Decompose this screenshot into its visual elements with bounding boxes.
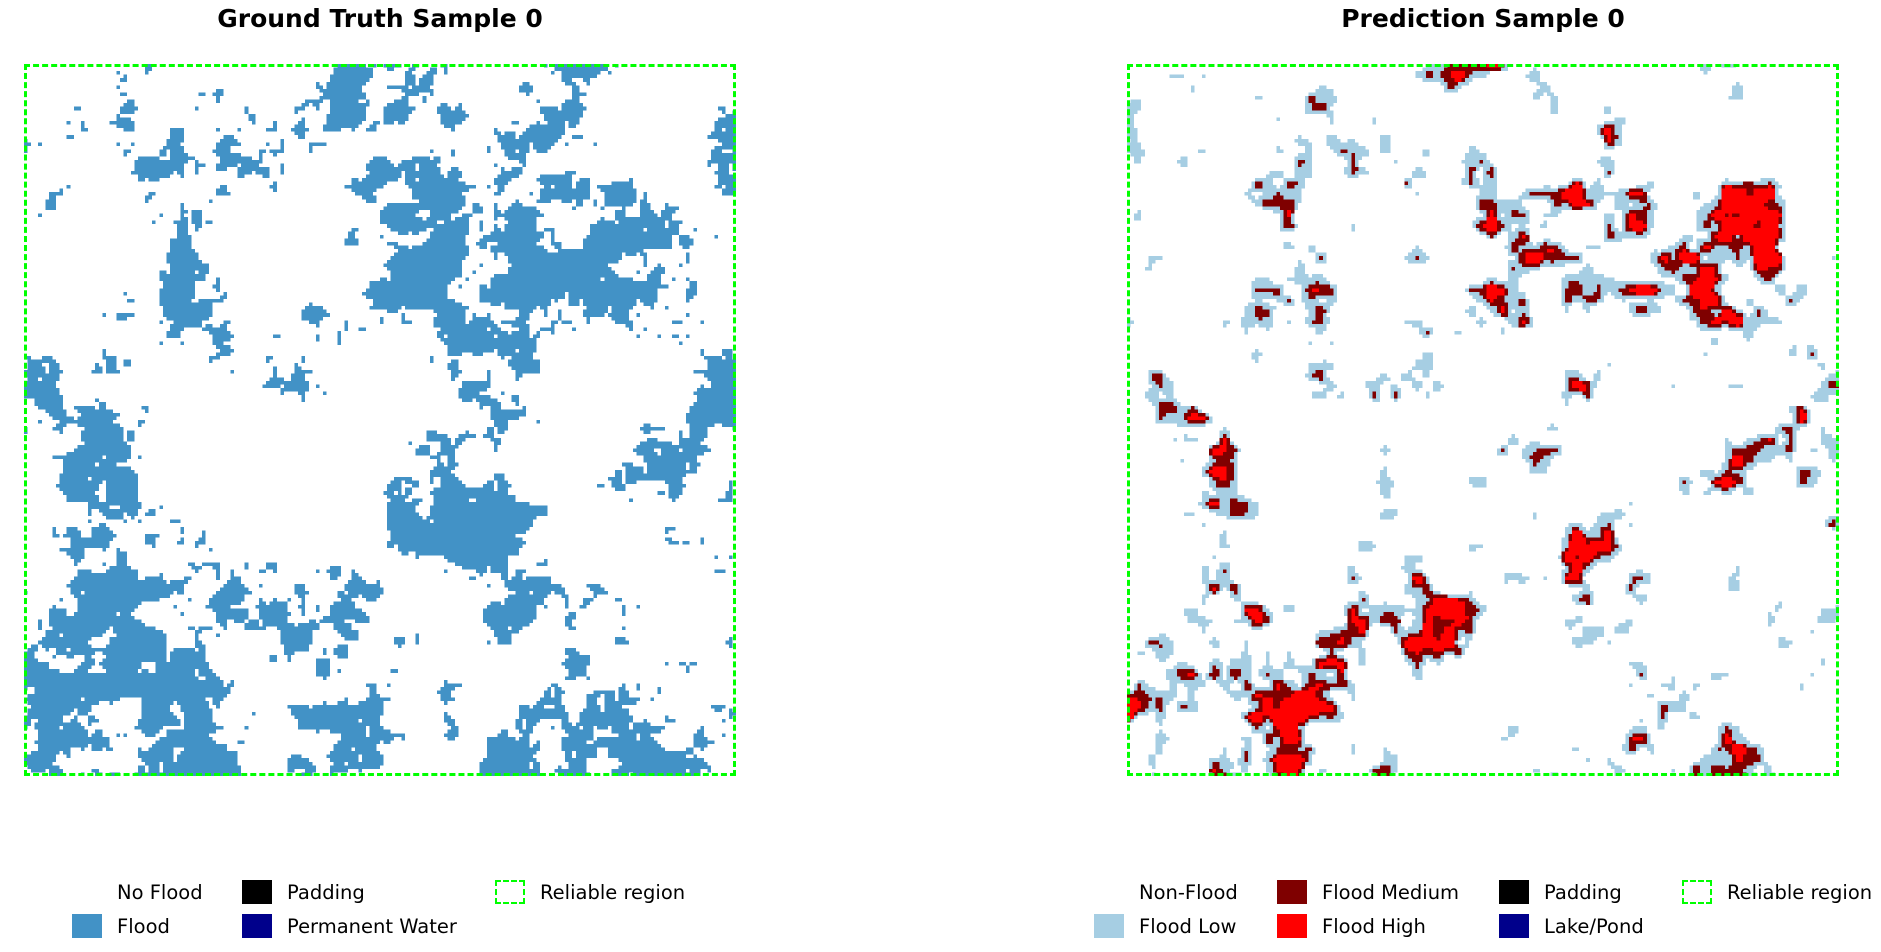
legend-label: Flood Medium [1322,880,1460,904]
prediction-raster [1127,64,1839,776]
legend-label: Reliable region [540,880,686,904]
reliable-region-outline [1127,64,1839,776]
legend-label: Non-Flood [1139,880,1238,904]
legend-swatch [72,880,102,904]
legend-swatch [495,880,525,904]
ground-truth-raster [24,64,736,776]
legend-label: Permanent Water [287,914,457,938]
legend-swatch [1094,880,1124,904]
ground-truth-map [24,64,736,776]
legend-swatch [242,914,272,938]
legend-swatch [242,880,272,904]
legend-item-flood-high: Flood High [1277,913,1426,939]
legend-item-no-flood: No Flood [72,879,203,905]
legend-label: Flood High [1322,914,1426,938]
legend-item-padding: Padding [1499,879,1622,905]
legend-item-permanent-water: Permanent Water [242,913,457,939]
legend-swatch [72,914,102,938]
legend-item-padding: Padding [242,879,365,905]
legend-label: Flood Low [1139,914,1237,938]
legend-swatch [1277,880,1307,904]
legend-item-reliable-region: Reliable region [495,879,685,905]
legend-label: Padding [287,880,365,904]
legend-label: Lake/Pond [1544,914,1644,938]
legend-swatch [1094,914,1124,938]
legend-label: Padding [1544,880,1622,904]
legend-item-flood-medium: Flood Medium [1277,879,1459,905]
legend-item-flood: Flood [72,913,170,939]
legend-item-reliable-region: Reliable region [1682,879,1872,905]
legend-label: No Flood [117,880,203,904]
legend-item-flood-low: Flood Low [1094,913,1236,939]
prediction-map [1127,64,1839,776]
legend-label: Reliable region [1727,880,1873,904]
legend-swatch [1499,914,1529,938]
legend-item-lake-pond: Lake/Pond [1499,913,1644,939]
legend-swatch [1499,880,1529,904]
reliable-region-outline [24,64,736,776]
legend-item-non-flood: Non-Flood [1094,879,1238,905]
legend-label: Flood [117,914,170,938]
prediction-title: Prediction Sample 0 [1341,4,1625,33]
legend-swatch [1682,880,1712,904]
legend-swatch [1277,914,1307,938]
ground-truth-title: Ground Truth Sample 0 [217,4,543,33]
